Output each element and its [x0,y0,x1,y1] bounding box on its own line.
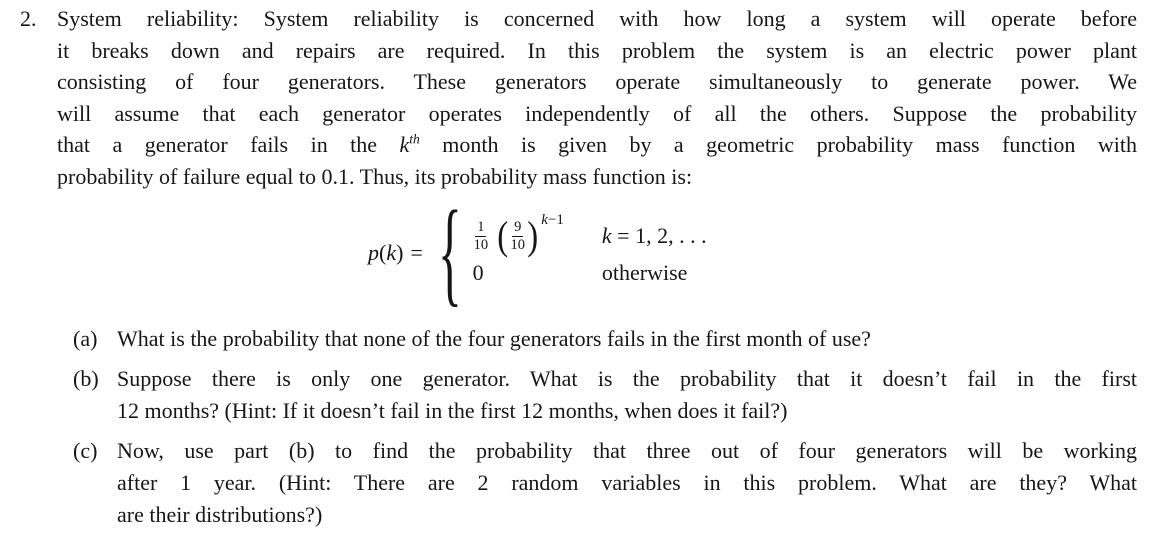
part-c-text: Now, use part (b) to find the probabilit… [117,435,1137,530]
part-c: (c) Now, use part (b) to find the probab… [57,435,1137,530]
cases-grid: 1 10 ( 9 10 ) k−1 k = 1, 2, . . . 0 otherw… [472,212,707,286]
intro-line-4: will assume that each generator operates… [57,100,1137,126]
fraction-numerator: 9 [512,218,524,237]
intro-line-2: it breaks down and repairs are required.… [57,37,1137,63]
fraction-denominator: 10 [473,237,489,254]
close-paren: ) [396,239,404,265]
fraction-numerator: 1 [475,218,487,237]
intro-line-6: probability of failure equal to 0.1. Thu… [57,163,693,189]
part-c-line-2: after 1 year. (Hint: There are 2 random … [117,469,1137,495]
exponent-k-minus-1: k−1 [541,211,564,228]
p-function: p [368,239,379,265]
k-variable: k [399,132,410,158]
part-a-line-1: What is the probability that none of the… [117,325,871,351]
part-c-line-1: Now, use part (b) to find the probabilit… [117,438,1137,464]
big-open-paren: ( [497,213,509,259]
fraction-denominator: 10 [510,237,525,254]
big-close-paren: ) [527,213,539,259]
part-a: (a) What is the probability that none of… [57,323,1137,355]
intro-line-1: System reliability: System reliability i… [57,6,1137,31]
part-a-label: (a) [73,325,98,351]
open-paren: ( [379,239,387,265]
problem-body: System reliability: System reliability i… [57,3,1137,530]
intro-line-5-post: month is given by a geometric probabilit… [419,132,1137,158]
case-1-expression: 1 10 ( 9 10 ) k−1 [473,212,564,259]
intro-line-5: that a generator fails in the kth month … [57,129,1137,161]
pmf-left-hand-side: p(k) = [368,240,423,266]
part-a-text: What is the probability that none of the… [117,323,1137,355]
part-b-text: Suppose there is only one generator. Wha… [117,363,1137,426]
part-b-label: (b) [73,366,99,392]
part-c-line-3: are their distributions?) [117,501,323,527]
part-b-line-2: 12 months? (Hint: If it doesn’t fail in … [117,397,788,423]
case-2-expression: 0 [472,260,484,286]
intro-line-3: consisting of four generators. These gen… [57,69,1137,95]
case-1-condition: k = 1, 2, . . . [601,223,707,249]
left-curly-brace: { [437,187,462,318]
intro-line-5-pre: that a generator fails in the [57,132,400,158]
equals-sign: = [410,239,423,265]
sub-parts: (a) What is the probability that none of… [57,323,1137,531]
fraction-one-tenth: 1 10 [473,219,490,253]
problem-number: 2. [20,6,37,31]
problem-statement: System reliability: System reliability i… [57,3,1137,193]
part-b-line-1: Suppose there is only one generator. Wha… [117,366,1137,392]
part-c-label: (c) [73,438,98,464]
k-argument: k [386,239,397,265]
pmf-equation: p(k) = { 1 10 ( 9 10 ) k−1 k = 1, 2, . . . … [368,194,1137,312]
case-2-condition: otherwise [601,260,688,286]
part-b: (b) Suppose there is only one generator.… [57,363,1137,426]
th-superscript: th [409,132,420,148]
fraction-nine-tenths: 9 10 [509,219,526,253]
